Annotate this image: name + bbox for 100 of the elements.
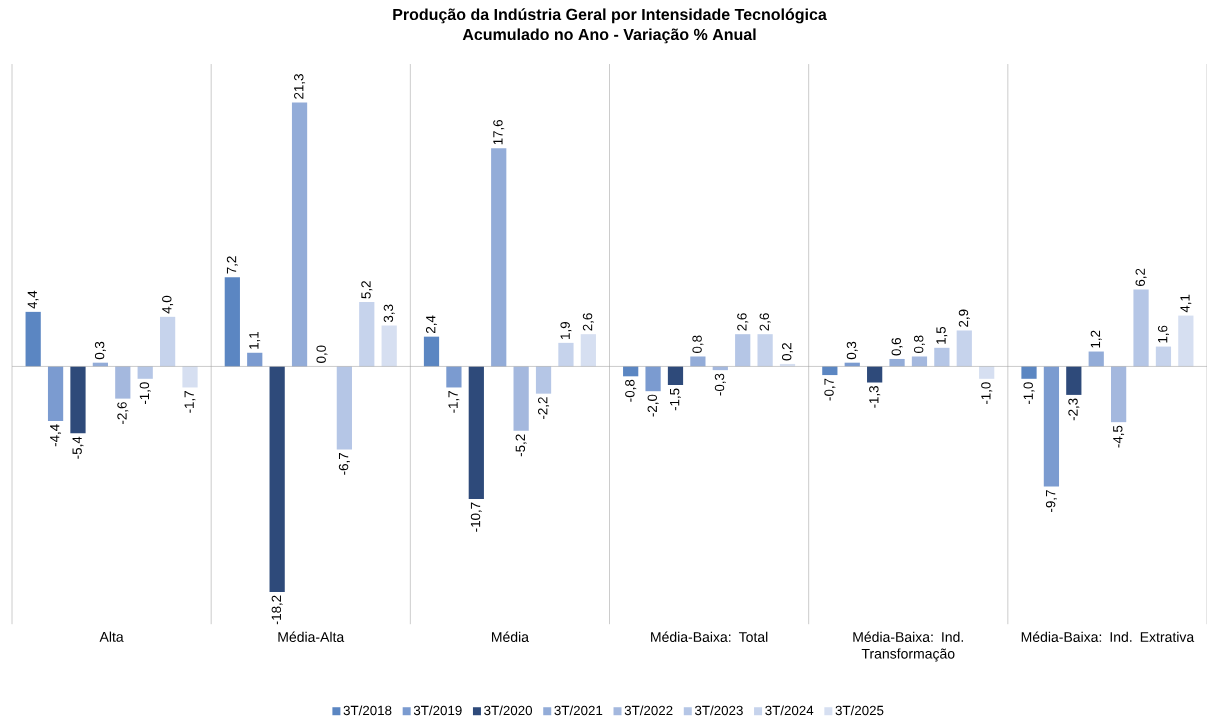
bar	[822, 366, 838, 376]
bar	[224, 277, 240, 367]
data-label: 0,8	[913, 335, 925, 354]
bar	[491, 148, 507, 367]
bar	[291, 102, 308, 367]
data-label: 2,6	[759, 313, 771, 331]
bar	[70, 366, 86, 434]
data-label: 4,4	[27, 291, 39, 309]
bar	[423, 336, 440, 367]
data-label: 5,2	[361, 281, 373, 299]
data-label: -4,5	[1113, 425, 1125, 448]
data-label: 6,2	[1135, 268, 1147, 287]
data-label: 0,0	[316, 345, 328, 364]
data-label: -2,2	[538, 397, 550, 420]
bar	[1043, 366, 1060, 487]
bar	[269, 366, 285, 593]
data-label: -1,0	[1023, 382, 1035, 405]
data-label: 4,0	[162, 296, 174, 314]
data-label: 2,9	[958, 309, 970, 328]
bar	[1021, 366, 1037, 380]
data-label: 1,6	[1157, 325, 1169, 343]
data-label: -10,7	[470, 502, 482, 532]
data-label: -1,3	[869, 386, 881, 409]
bar	[381, 325, 397, 367]
data-label: -1,7	[184, 391, 196, 414]
bar	[513, 366, 529, 432]
data-label: -1,5	[670, 388, 681, 411]
data-label: 1,1	[249, 332, 261, 350]
bar	[956, 330, 972, 367]
data-label: 1,5	[936, 327, 948, 345]
x-tick-label: Média-Baixa: Ind. Extrativa	[1021, 631, 1195, 643]
data-label: 0,2	[782, 343, 794, 361]
legend-label: 3T/2020	[484, 705, 533, 716]
data-label: 1,9	[560, 322, 572, 340]
bar	[137, 366, 153, 380]
bar	[1133, 289, 1149, 367]
bar	[735, 334, 751, 367]
legend-label: 3T/2021	[554, 705, 603, 716]
bar	[979, 366, 995, 380]
bar	[1155, 346, 1172, 367]
data-label: 2,6	[737, 313, 749, 331]
data-label: 2,6	[582, 313, 594, 331]
data-label: -5,4	[72, 436, 84, 459]
bar	[690, 356, 706, 367]
bar	[645, 366, 661, 392]
bar	[934, 348, 950, 367]
data-label: -6,7	[338, 453, 350, 475]
data-label: 0,6	[891, 338, 903, 356]
data-label: 4,1	[1180, 294, 1192, 313]
bar	[757, 334, 773, 367]
data-label: -1,0	[139, 382, 151, 405]
bar	[446, 366, 462, 388]
data-label: 0,3	[94, 342, 106, 360]
bar	[359, 302, 375, 367]
x-tick-label: Média-Baixa: Ind. Transformação	[853, 631, 963, 662]
chart-subtitle: Acumulado no Ano - Variação % Anual	[462, 28, 756, 44]
legend-label: 3T/2023	[694, 705, 743, 716]
legend-label: 3T/2025	[835, 705, 884, 716]
chart-title: Produção da Indústria Geral por Intensidade Tecnológica	[393, 8, 827, 24]
bar	[247, 353, 263, 367]
data-label: 0,3	[846, 342, 858, 360]
data-label: -4,4	[50, 424, 62, 447]
data-label: 21,3	[294, 74, 306, 100]
bar	[667, 366, 684, 386]
bar	[1066, 366, 1082, 396]
data-label: -18,2	[271, 595, 283, 625]
bar	[535, 366, 552, 394]
bar	[580, 334, 596, 367]
data-label: 3,3	[383, 304, 395, 323]
data-label: -2,3	[1068, 398, 1080, 421]
bar	[468, 366, 484, 500]
data-label: -0,8	[625, 380, 637, 402]
bar	[182, 366, 198, 388]
data-label: -0,7	[824, 378, 836, 401]
x-tick-label: Alta	[99, 631, 124, 643]
bar	[867, 366, 883, 383]
bar	[115, 366, 131, 399]
data-label: 2,4	[426, 315, 438, 334]
x-tick-label: Média-Baixa: Total	[651, 631, 768, 643]
legend-label: 3T/2022	[624, 705, 673, 716]
data-label: -5,2	[515, 434, 527, 457]
data-label: -2,0	[647, 394, 659, 417]
bar	[889, 359, 905, 367]
x-tick-label: Média-Alta	[278, 631, 345, 643]
data-label: -0,3	[714, 373, 726, 396]
bar	[911, 356, 928, 367]
bar	[1111, 366, 1127, 423]
bar	[336, 366, 352, 450]
bar	[159, 317, 176, 367]
x-tick-label: Média	[492, 631, 529, 643]
data-label: -9,7	[1045, 490, 1057, 513]
data-label: -1,0	[981, 382, 993, 405]
bar	[25, 312, 41, 367]
data-label: 7,2	[226, 256, 238, 274]
data-label: -2,6	[117, 402, 129, 425]
bar	[1088, 351, 1104, 367]
bar	[1178, 315, 1194, 367]
data-label: 0,8	[692, 335, 704, 354]
data-label: 1,2	[1090, 330, 1102, 348]
legend-label: 3T/2018	[343, 705, 392, 716]
